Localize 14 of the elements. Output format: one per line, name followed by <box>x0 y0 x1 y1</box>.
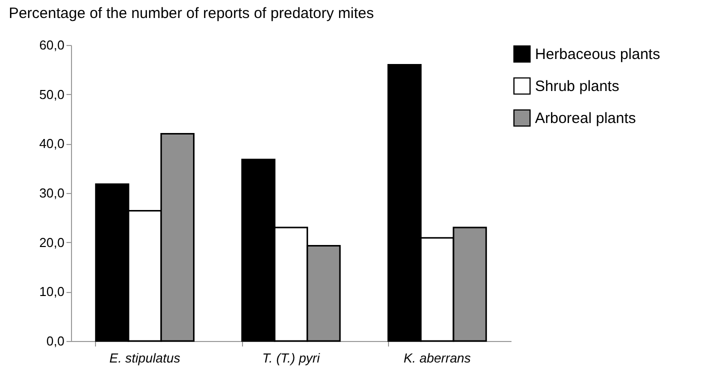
y-tick-label: 0,0 <box>46 334 64 348</box>
y-tick-label: 40,0 <box>39 136 64 152</box>
legend-label: Herbaceous plants <box>535 46 660 63</box>
legend-label: Arboreal plants <box>535 110 636 127</box>
chart-title: Percentage of the number of reports of predatory mites <box>8 5 374 22</box>
legend-label: Shrub plants <box>535 78 620 95</box>
y-tick-label: 10,0 <box>39 284 64 300</box>
x-tick-label: K. aberrans <box>404 350 472 366</box>
y-tick-label: 20,0 <box>39 234 64 250</box>
y-tick-label: 30,0 <box>39 186 64 200</box>
x-tick-label: E. stipulatus <box>109 350 181 366</box>
y-tick-label: 60,0 <box>39 38 64 52</box>
y-tick-label: 50,0 <box>39 86 64 102</box>
x-tick-label: T. (T.) pyri <box>262 350 321 366</box>
